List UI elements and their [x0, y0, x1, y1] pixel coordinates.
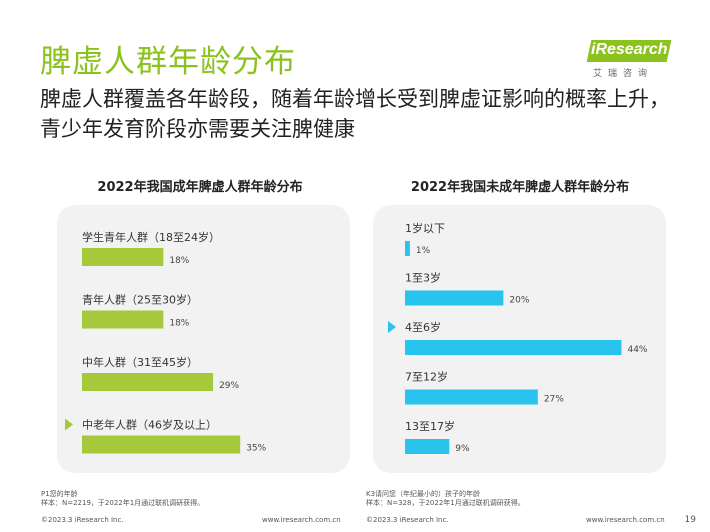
adult-age-bar-chart: 学生青年人群（18至24岁） 18% 青年人群（25至30岁） 18% 中年人群（31至… [65, 230, 267, 454]
adult-bar [82, 373, 214, 391]
adult-bar [82, 248, 164, 266]
minor-value-label: 27% [544, 395, 564, 405]
minor-category-label: 1岁以下 [405, 221, 445, 235]
minor-highlight-marker [388, 321, 396, 333]
adult-value-label: 35% [246, 444, 266, 454]
adult-value-label: 18% [169, 319, 189, 329]
adult-category-label: 学生青年人群（18至24岁） [82, 230, 220, 244]
website-left[interactable]: www.iresearch.com.cn [262, 516, 341, 524]
minor-category-label: 13至17岁 [405, 419, 455, 433]
minor-category-label: 1至3岁 [405, 271, 441, 285]
copyright-right: ©2023.3 iResearch Inc. [366, 516, 449, 524]
minor-bar [405, 241, 410, 256]
minor-bar [405, 340, 622, 355]
adult-survey-question: P1您的年龄 [41, 490, 78, 498]
minor-age-bar-chart: 1岁以下 1% 1至3岁 20% 4至6岁 44% 7至12岁 27% 13至17岁 9% [388, 221, 648, 454]
minor-chart-panel: 1岁以下 1% 1至3岁 20% 4至6岁 44% 7至12岁 27% 13至17岁 9% [373, 205, 666, 473]
minor-value-label: 1% [416, 246, 431, 256]
adult-chart-panel: 学生青年人群（18至24岁） 18% 青年人群（25至30岁） 18% 中年人群（31至… [57, 205, 350, 473]
page-title: 脾虚人群年龄分布 [40, 44, 296, 80]
minor-bar [405, 389, 538, 405]
copyright-left: ©2023.3 iResearch Inc. [41, 516, 124, 524]
adult-category-label: 中年人群（31至45岁） [82, 355, 198, 369]
logo-subtitle: 艾瑞咨询 [593, 69, 654, 79]
page-subtitle: 脾虚人群覆盖各年龄段，随着年龄增长受到脾虚证影响的概率上升，青少年发育阶段亦需要… [40, 87, 670, 141]
adult-chart-title: 2022年我国成年脾虚人群年龄分布 [97, 180, 303, 195]
minor-chart-title: 2022年我国未成年脾虚人群年龄分布 [410, 180, 630, 195]
minor-category-label: 4至6岁 [405, 320, 441, 334]
adult-value-label: 29% [219, 381, 239, 391]
minor-value-label: 20% [509, 296, 529, 306]
iresearch-logo: iResearch 艾瑞咨询 [583, 40, 675, 79]
logo-brand: iResearch [591, 41, 668, 58]
minor-bar [405, 290, 504, 306]
minor-value-label: 9% [455, 444, 470, 454]
adult-bar [82, 310, 164, 329]
page-number: 19 [684, 515, 696, 525]
adult-sample-note: 样本：N=2219，于2022年1月通过联机调研获得。 [41, 499, 205, 507]
adult-bar [82, 435, 241, 454]
minor-sample-note: 样本：N=328，于2022年1月通过联机调研获得。 [366, 499, 525, 507]
minor-survey-question: K3请问您（年纪最小的）孩子的年龄 [366, 490, 481, 498]
adult-highlight-marker [65, 418, 73, 431]
website-right[interactable]: www.iresearch.com.cn [586, 516, 665, 524]
minor-category-label: 7至12岁 [405, 370, 448, 384]
adult-category-label: 青年人群（25至30岁） [82, 293, 198, 307]
minor-bar [405, 439, 450, 454]
minor-value-label: 44% [627, 345, 647, 355]
adult-value-label: 18% [169, 256, 189, 266]
adult-category-label: 中老年人群（46岁及以上） [82, 418, 217, 432]
